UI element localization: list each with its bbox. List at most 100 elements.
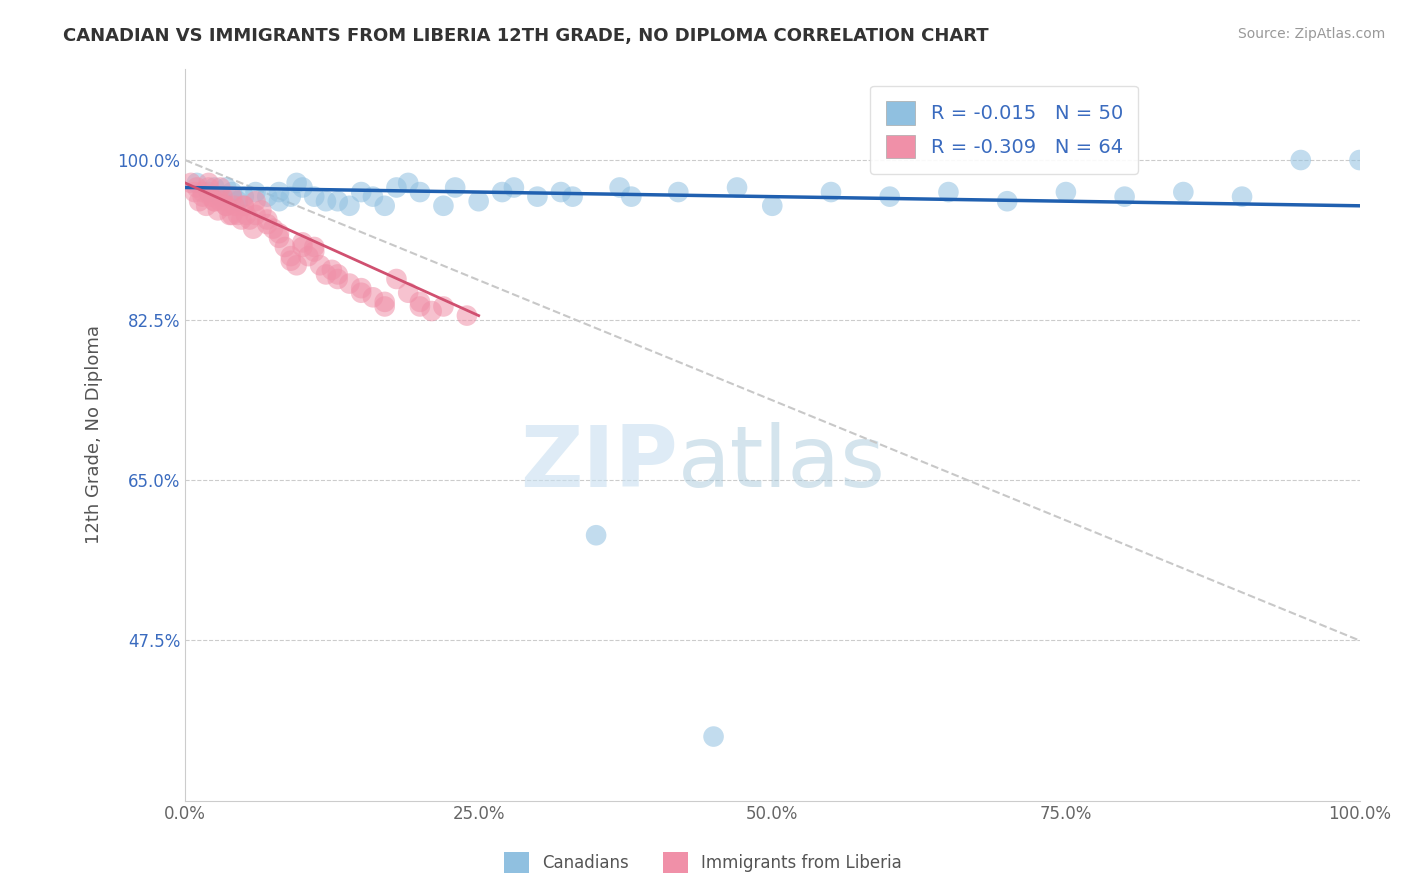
Point — [202, 194, 225, 209]
Point — [326, 268, 349, 282]
Point — [420, 304, 443, 318]
Point — [432, 300, 454, 314]
Point — [215, 199, 238, 213]
Point — [879, 189, 901, 203]
Point — [215, 180, 238, 194]
Point — [250, 203, 273, 218]
Text: Source: ZipAtlas.com: Source: ZipAtlas.com — [1237, 27, 1385, 41]
Point — [1230, 189, 1253, 203]
Point — [280, 189, 302, 203]
Point — [245, 208, 267, 222]
Point — [620, 189, 643, 203]
Point — [326, 194, 349, 209]
Text: ZIP: ZIP — [520, 422, 678, 506]
Point — [585, 528, 607, 542]
Point — [1348, 153, 1371, 167]
Point — [302, 240, 325, 254]
Point — [291, 180, 314, 194]
Point — [467, 194, 489, 209]
Point — [221, 185, 243, 199]
Point — [209, 194, 232, 209]
Point — [703, 730, 725, 744]
Point — [291, 240, 314, 254]
Point — [267, 226, 290, 240]
Point — [820, 185, 842, 199]
Point — [321, 263, 343, 277]
Point — [374, 294, 396, 309]
Point — [280, 253, 302, 268]
Point — [409, 294, 432, 309]
Point — [285, 258, 308, 272]
Point — [409, 185, 432, 199]
Point — [339, 199, 361, 213]
Point — [361, 290, 384, 304]
Point — [209, 180, 232, 194]
Text: CANADIAN VS IMMIGRANTS FROM LIBERIA 12TH GRADE, NO DIPLOMA CORRELATION CHART: CANADIAN VS IMMIGRANTS FROM LIBERIA 12TH… — [63, 27, 988, 45]
Point — [1173, 185, 1195, 199]
Point — [262, 221, 284, 235]
Point — [224, 199, 246, 213]
Point — [211, 189, 233, 203]
Point — [195, 199, 218, 213]
Point — [245, 185, 267, 199]
Point — [267, 194, 290, 209]
Point — [1054, 185, 1077, 199]
Point — [315, 268, 337, 282]
Point — [256, 217, 278, 231]
Point — [491, 185, 513, 199]
Point — [232, 199, 254, 213]
Point — [396, 285, 419, 300]
Point — [761, 199, 783, 213]
Point — [326, 272, 349, 286]
Point — [550, 185, 572, 199]
Point — [666, 185, 689, 199]
Point — [995, 194, 1018, 209]
Point — [267, 185, 290, 199]
Point — [503, 180, 526, 194]
Point — [197, 180, 219, 194]
Point — [339, 277, 361, 291]
Point — [232, 189, 254, 203]
Point — [191, 185, 214, 199]
Point — [231, 212, 253, 227]
Text: atlas: atlas — [678, 422, 886, 506]
Point — [291, 235, 314, 250]
Point — [221, 208, 243, 222]
Point — [188, 194, 211, 209]
Point — [202, 194, 225, 209]
Point — [350, 185, 373, 199]
Point — [256, 212, 278, 227]
Point — [1114, 189, 1136, 203]
Point — [218, 208, 240, 222]
Legend: Canadians, Immigrants from Liberia: Canadians, Immigrants from Liberia — [498, 846, 908, 880]
Point — [226, 208, 249, 222]
Point — [280, 249, 302, 263]
Point — [256, 189, 278, 203]
Point — [456, 309, 478, 323]
Point — [297, 249, 319, 263]
Point — [725, 180, 748, 194]
Point — [191, 189, 214, 203]
Legend: R = -0.015   N = 50, R = -0.309   N = 64: R = -0.015 N = 50, R = -0.309 N = 64 — [870, 86, 1139, 174]
Point — [302, 244, 325, 259]
Point — [226, 194, 249, 209]
Point — [561, 189, 583, 203]
Point — [197, 185, 219, 199]
Point — [396, 176, 419, 190]
Point — [232, 199, 254, 213]
Point — [235, 208, 257, 222]
Point — [200, 189, 222, 203]
Point — [526, 189, 548, 203]
Point — [285, 176, 308, 190]
Point — [242, 221, 264, 235]
Point — [432, 199, 454, 213]
Point — [309, 258, 332, 272]
Point — [444, 180, 467, 194]
Y-axis label: 12th Grade, No Diploma: 12th Grade, No Diploma — [86, 325, 103, 544]
Point — [183, 185, 205, 199]
Point — [938, 185, 960, 199]
Point — [1289, 153, 1312, 167]
Point — [274, 240, 297, 254]
Point — [374, 300, 396, 314]
Point — [221, 189, 243, 203]
